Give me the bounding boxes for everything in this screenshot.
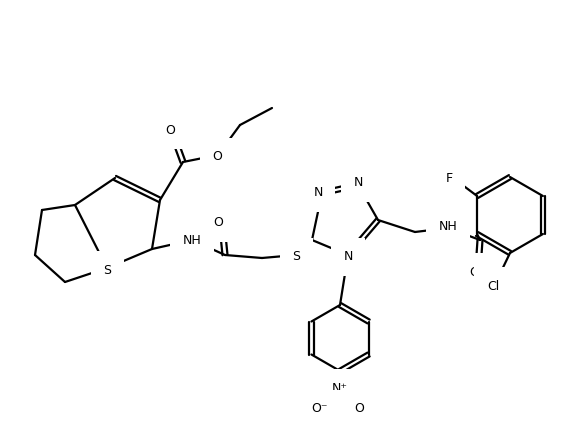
Text: N⁺: N⁺ <box>332 381 348 395</box>
Text: O: O <box>213 216 223 230</box>
Text: NH: NH <box>439 219 457 233</box>
Text: N: N <box>343 251 352 263</box>
Text: O⁻: O⁻ <box>312 403 328 416</box>
Text: S: S <box>103 263 111 276</box>
Text: N: N <box>314 187 323 200</box>
Text: Cl: Cl <box>487 279 499 292</box>
Text: O: O <box>354 403 364 416</box>
Text: NH: NH <box>183 233 201 246</box>
Text: O: O <box>469 265 479 279</box>
Text: O: O <box>212 151 222 163</box>
Text: S: S <box>292 251 300 263</box>
Text: O: O <box>165 124 175 136</box>
Text: F: F <box>446 173 453 186</box>
Text: N: N <box>353 176 363 189</box>
